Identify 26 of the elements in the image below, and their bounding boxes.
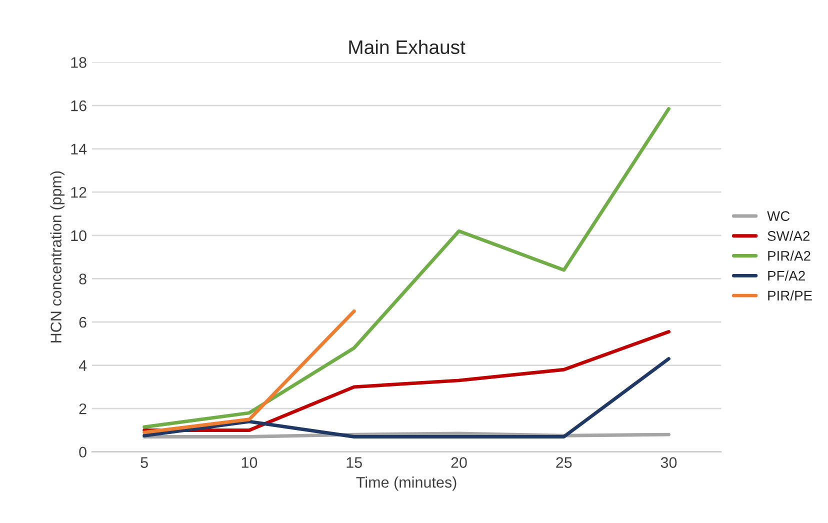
x-tick-label: 30 (660, 457, 677, 468)
chart-title: Main Exhaust (349, 40, 466, 54)
x-axis-title: Time (minutes) (356, 476, 456, 491)
y-tick-label: 18 (71, 57, 86, 68)
y-tick-label: 0 (79, 446, 86, 458)
y-tick-label: 14 (71, 144, 87, 154)
y-tick-label: 10 (71, 230, 86, 242)
line-series (142, 107, 670, 429)
x-tick-label: 5 (140, 457, 148, 468)
x-tick-label: 10 (242, 457, 258, 468)
y-axis-title: HCN concentration (ppm) (50, 171, 64, 342)
y-tick-label: 16 (71, 100, 86, 112)
x-tick-label: 15 (346, 457, 362, 468)
legend-label: PIR/A2 (768, 250, 810, 261)
legend-label: PIR/PE (768, 290, 812, 301)
y-tick-label: 2 (79, 403, 86, 414)
y-tick-label: 12 (71, 186, 86, 198)
x-tick-label: 25 (556, 457, 572, 468)
x-tick-label: 20 (451, 457, 467, 468)
y-tick-label: 4 (78, 360, 87, 371)
line-series (142, 357, 670, 438)
y-tick-label: 6 (79, 316, 86, 328)
legend-label: SW/A2 (768, 230, 810, 241)
legend-label: WC (767, 211, 790, 221)
legend-label: PF/A2 (768, 270, 805, 281)
y-tick-label: 8 (79, 274, 86, 284)
